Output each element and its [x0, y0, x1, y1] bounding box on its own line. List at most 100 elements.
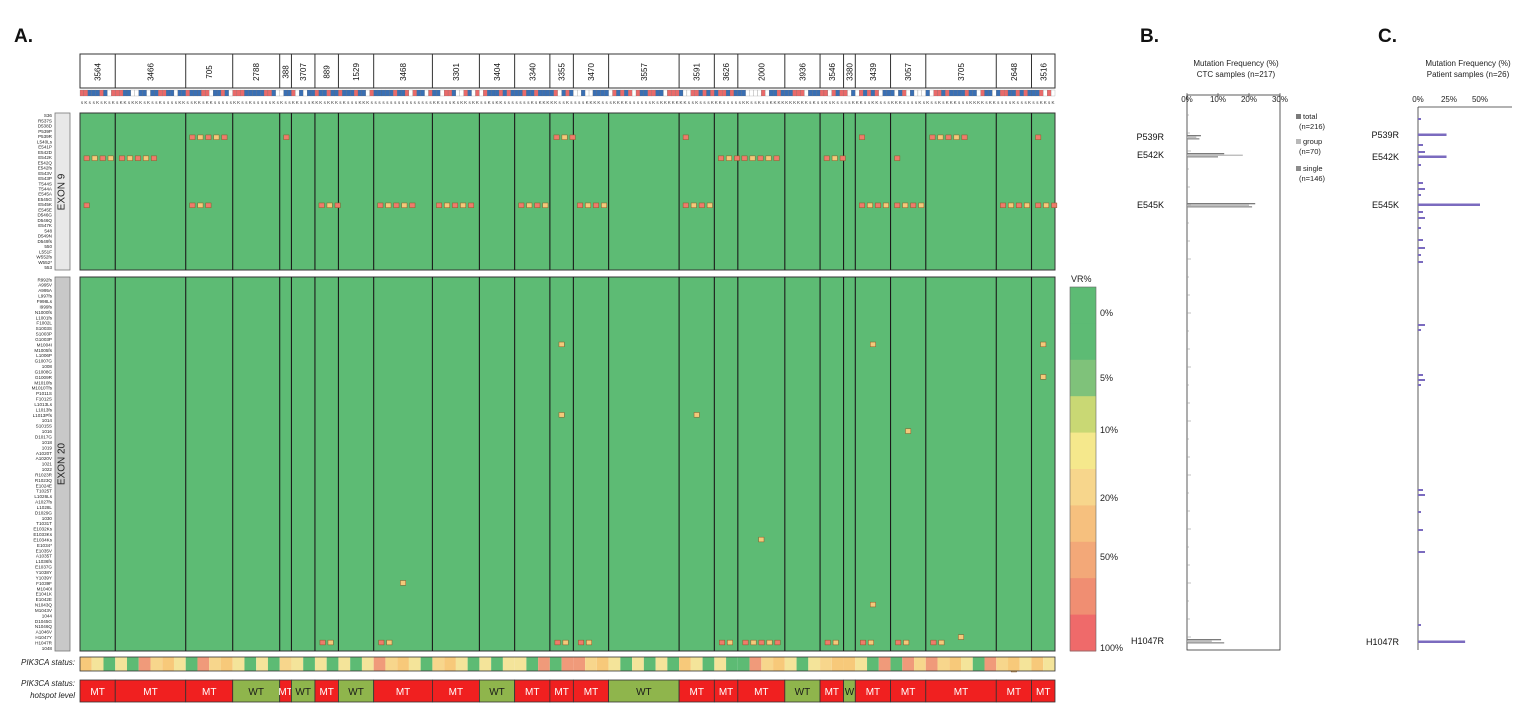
vr-status-cell: [925, 657, 938, 671]
exon9-mutation-cell: [1016, 202, 1022, 208]
sample-type-cell: [655, 89, 660, 97]
sample-type-cell: [506, 89, 511, 97]
sample-code-glyph: s: [1009, 100, 1012, 105]
sample-type-cell: [440, 89, 445, 97]
panel-c-subtitle: Patient samples (n=26): [1427, 70, 1510, 79]
sample-type-cell: [878, 89, 883, 97]
exon20-mutation-label: E1034Ks: [33, 537, 52, 542]
sample-code-glyph: K: [789, 100, 792, 105]
sample-type-cell: [847, 89, 852, 97]
vr-status-cell: [867, 657, 879, 671]
exon9-mutation-cell: [1008, 202, 1014, 208]
panel-c-minor-bar: [1418, 261, 1423, 263]
sample-code-glyph: K: [785, 100, 788, 105]
sample-type-cell: [232, 89, 237, 97]
sample-code-glyph: s: [265, 100, 268, 105]
patient-id-label: 3470: [587, 63, 596, 81]
exon9-mutation-cell: [859, 134, 865, 140]
panel-c-minor-bar: [1418, 624, 1421, 626]
panel-c-minor-bar: [1418, 494, 1425, 496]
sample-type-cell: [894, 89, 899, 97]
sample-type-cell: [600, 89, 605, 97]
sample-code-glyph: K: [719, 100, 722, 105]
sample-type-cell: [103, 89, 108, 97]
panel-c-minor-bar: [1418, 188, 1425, 190]
sample-code-glyph: s: [214, 100, 217, 105]
sample-code-glyph: K: [1044, 100, 1047, 105]
sample-type-cell: [835, 89, 840, 97]
panel-c-category-label: P539R: [1371, 130, 1399, 140]
sample-code-glyph: s: [750, 100, 753, 105]
sample-code-glyph: s: [414, 100, 417, 105]
sample-type-cell: [792, 89, 797, 97]
sample-type-cell: [248, 89, 253, 97]
sample-code-glyph: s: [218, 100, 221, 105]
sample-code-glyph: K: [586, 100, 589, 105]
sample-type-cell: [416, 89, 421, 97]
sample-type-cell: [569, 89, 574, 97]
patient-id-label: 3404: [493, 63, 502, 81]
sample-type-cell: [643, 89, 648, 97]
exon20-mutation-cell: [832, 639, 839, 646]
sample-code-glyph: s: [907, 100, 910, 105]
sample-type-cell: [189, 89, 194, 97]
sample-code-glyph: s: [688, 100, 691, 105]
exon9-mutation-cell: [118, 155, 125, 161]
sample-code-glyph: s: [382, 100, 385, 105]
vr-status-cell: [855, 657, 868, 671]
sample-code-glyph: K: [777, 100, 780, 105]
sample-type-cell: [494, 89, 500, 97]
sample-code-glyph: K: [652, 100, 655, 105]
exon9-mutation-cell: [460, 202, 467, 208]
exon20-mutation-label: G1003P: [35, 337, 52, 342]
sample-type-cell: [549, 89, 554, 97]
panel-b-bar-total: [1187, 203, 1256, 205]
sample-type-cell: [530, 89, 535, 97]
sample-type-cell: [522, 89, 527, 97]
panel-b-xtick-label: 30%: [1272, 95, 1288, 104]
sample-type-cell: [886, 89, 891, 97]
sample-code-glyph: K: [296, 100, 299, 105]
panel-b-bar-single: [1187, 138, 1200, 140]
sample-type-cell: [557, 89, 562, 97]
hotspot-status-label: MT: [825, 687, 839, 698]
exon20-mutation-label: M1010fs: [34, 380, 52, 385]
sample-type-cell: [463, 89, 468, 97]
sample-code-glyph: K: [938, 100, 941, 105]
exon9-mutation-cell: [875, 202, 881, 208]
sample-type-cell: [635, 89, 641, 97]
exon9-mutation-cell: [526, 202, 533, 208]
sample-type-cell: [902, 89, 907, 97]
sample-code-glyph: K: [793, 100, 796, 105]
vr-status-cell: [585, 657, 597, 671]
exon20-mutation-label: 1044: [42, 613, 53, 618]
exon20-mutation-cell: [958, 634, 964, 640]
panel-b-bar-single: [1187, 642, 1225, 644]
sample-code-glyph: s: [609, 100, 612, 105]
sample-code-glyph: s: [656, 100, 659, 105]
sample-type-cell: [1003, 89, 1009, 97]
hotspot-status-label: MT: [584, 687, 598, 698]
patient-id-label: 2788: [252, 63, 261, 81]
sample-code-glyph: K: [210, 100, 213, 105]
vr-status-cell: [455, 657, 468, 671]
exon20-mutation-label: F1039F: [36, 581, 52, 586]
sample-code-glyph: s: [649, 100, 652, 105]
sample-code-glyph: K: [589, 100, 592, 105]
sample-code-glyph: K: [746, 100, 749, 105]
exon9-mutation-cell: [83, 155, 90, 161]
exon9-mutation-cell: [553, 134, 560, 140]
panel-c-minor-bar: [1418, 194, 1421, 196]
sample-code-glyph: s: [418, 100, 421, 105]
sample-type-cell: [330, 89, 335, 97]
sample-code-glyph: K: [433, 100, 436, 105]
sample-code-glyph: s: [100, 100, 103, 105]
sample-type-cell: [91, 89, 96, 97]
sample-type-cell: [197, 89, 202, 97]
panel-c-xtick-label: 25%: [1441, 95, 1457, 104]
exon9-mutation-cell: [894, 155, 901, 161]
sample-type-cell: [827, 89, 832, 97]
hotspot-status-label: WT: [489, 687, 505, 698]
exon9-mutation-cell: [283, 134, 290, 140]
vr-status-cell: [632, 657, 644, 671]
